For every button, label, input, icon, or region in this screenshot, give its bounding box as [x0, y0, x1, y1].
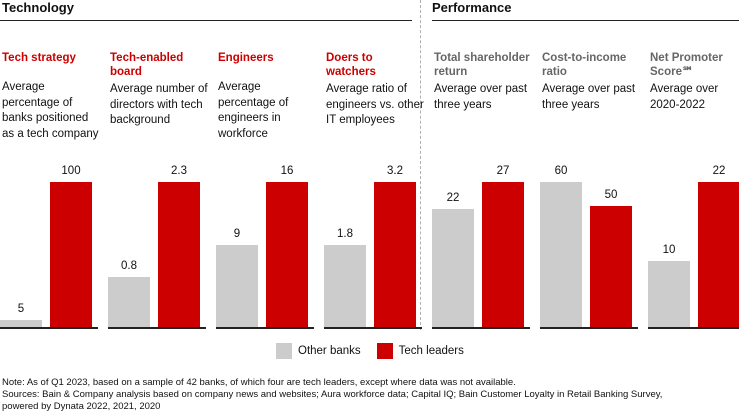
bar-label-tech-strategy-other-banks: 5	[17, 302, 25, 315]
panel-baseline-net-promoter-score	[648, 327, 739, 329]
legend-swatch-tech-leaders	[376, 343, 393, 359]
bar-doers-to-watchers-other-banks	[324, 245, 366, 327]
panel-baseline-tech-enabled-board	[108, 327, 206, 329]
bar-label-engineers-other-banks: 9	[233, 228, 241, 241]
panel-title-tech-enabled-board: Tech-enabled board	[110, 52, 184, 78]
bar-engineers-tech-leaders	[266, 182, 308, 327]
bar-cost-to-income-ratio-tech-leaders	[590, 206, 632, 327]
bar-label-total-shareholder-return-other-banks: 22	[446, 191, 460, 204]
bar-tech-strategy-tech-leaders	[50, 182, 92, 327]
panel-baseline-engineers	[216, 327, 314, 329]
panel-baseline-total-shareholder-return	[432, 327, 530, 329]
technology-section-rule	[0, 20, 412, 21]
bar-cost-to-income-ratio-other-banks	[540, 182, 582, 327]
bar-label-tech-strategy-tech-leaders: 100	[61, 165, 81, 177]
section-divider	[420, 0, 421, 330]
panel-baseline-doers-to-watchers	[324, 327, 422, 329]
panel-description-total-shareholder-return: Average over past three years	[434, 83, 528, 111]
panel-title-doers-to-watchers: Doers to watchers	[326, 52, 376, 78]
panel-description-doers-to-watchers: Average ratio of engineers vs. other IT …	[326, 83, 424, 126]
bar-label-engineers-tech-leaders: 16	[280, 165, 294, 177]
panel-title-tech-strategy: Tech strategy	[2, 52, 76, 64]
sources-line-continued: powered by Dynata 2022, 2021, 2020	[2, 401, 161, 412]
bar-doers-to-watchers-tech-leaders	[374, 182, 416, 327]
panel-description-tech-enabled-board: Average number of directors with tech ba…	[110, 83, 208, 126]
panel-description-tech-strategy: Average percentage of banks positioned a…	[2, 81, 99, 140]
bar-label-cost-to-income-ratio-other-banks: 60	[554, 165, 568, 177]
panel-baseline-cost-to-income-ratio	[540, 327, 638, 329]
legend-swatch-other-banks	[276, 343, 292, 359]
bar-label-cost-to-income-ratio-tech-leaders: 50	[604, 189, 618, 202]
performance-section-title: Performance	[432, 0, 512, 15]
legend: Other banks Tech leaders	[276, 343, 464, 359]
bar-total-shareholder-return-other-banks	[432, 208, 474, 327]
bar-net-promoter-score-tech-leaders	[698, 182, 739, 327]
bar-label-doers-to-watchers-tech-leaders: 3.2	[387, 165, 403, 177]
bar-tech-strategy-other-banks	[0, 319, 42, 327]
panel-description-cost-to-income-ratio: Average over past three years	[542, 83, 636, 111]
legend-label-tech-leaders: Tech leaders	[398, 345, 464, 357]
note-line: Note: As of Q1 2023, based on a sample o…	[2, 377, 516, 388]
bar-total-shareholder-return-tech-leaders	[482, 182, 524, 327]
panel-title-engineers: Engineers	[218, 52, 274, 64]
bar-net-promoter-score-other-banks	[648, 261, 690, 327]
performance-section-rule	[432, 20, 739, 21]
bar-label-tech-enabled-board-other-banks: 0.8	[121, 259, 137, 272]
bar-label-net-promoter-score-tech-leaders: 22	[712, 165, 726, 177]
panel-description-net-promoter-score: Average over 2020-2022	[650, 83, 719, 111]
bar-tech-enabled-board-tech-leaders	[158, 182, 200, 327]
panel-baseline-tech-strategy	[0, 327, 98, 329]
panel-description-engineers: Average percentage of engineers in workf…	[218, 81, 289, 140]
bar-label-net-promoter-score-other-banks: 10	[662, 244, 676, 257]
legend-label-other-banks: Other banks	[298, 345, 361, 357]
bar-label-total-shareholder-return-tech-leaders: 27	[496, 165, 510, 177]
bar-label-tech-enabled-board-tech-leaders: 2.3	[171, 165, 187, 177]
bar-engineers-other-banks	[216, 245, 258, 327]
panel-title-cost-to-income-ratio: Cost-to-income ratio	[542, 52, 627, 78]
panel-title-net-promoter-score: Net Promoter Score℠	[650, 52, 723, 78]
technology-section-title: Technology	[2, 0, 74, 15]
bar-label-doers-to-watchers-other-banks: 1.8	[337, 228, 353, 241]
panel-title-total-shareholder-return: Total shareholder return	[434, 52, 530, 78]
bar-tech-enabled-board-other-banks	[108, 276, 150, 327]
sources-line: Sources: Bain & Company analysis based o…	[2, 389, 663, 400]
